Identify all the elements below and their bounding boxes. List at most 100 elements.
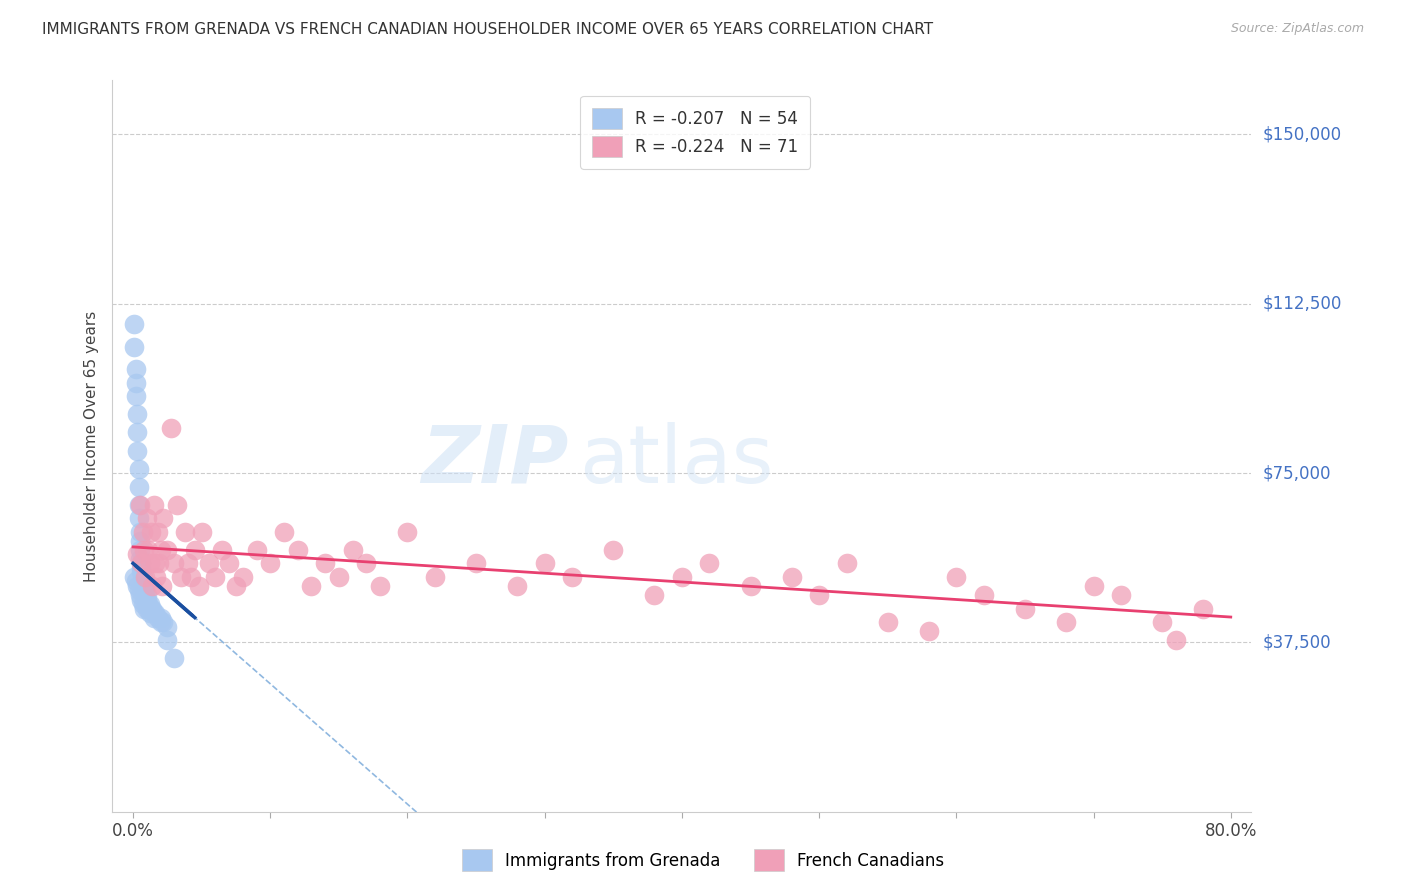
Point xyxy=(127,425,149,440)
Text: $150,000: $150,000 xyxy=(1263,126,1341,144)
Point xyxy=(177,557,200,571)
Point xyxy=(156,542,179,557)
Point xyxy=(134,570,156,584)
Point xyxy=(945,570,967,584)
Point xyxy=(835,557,858,571)
Point xyxy=(135,601,157,615)
Point xyxy=(259,557,281,571)
Legend: Immigrants from Grenada, French Canadians: Immigrants from Grenada, French Canadian… xyxy=(453,841,953,880)
Point xyxy=(129,588,152,602)
Point xyxy=(131,597,153,611)
Text: $75,000: $75,000 xyxy=(1263,464,1331,482)
Point xyxy=(149,615,172,629)
Point xyxy=(1083,579,1105,593)
Point xyxy=(132,542,155,557)
Point xyxy=(127,579,149,593)
Point xyxy=(156,619,179,633)
Point xyxy=(145,570,167,584)
Point xyxy=(129,552,152,566)
Point xyxy=(876,615,898,629)
Point xyxy=(139,601,162,615)
Point xyxy=(131,579,153,593)
Point xyxy=(139,524,162,539)
Point xyxy=(146,524,169,539)
Point xyxy=(138,597,160,611)
Point xyxy=(128,461,150,475)
Point xyxy=(197,557,219,571)
Point xyxy=(129,533,152,548)
Point xyxy=(808,588,831,602)
Point xyxy=(143,557,166,571)
Point xyxy=(180,570,202,584)
Text: IMMIGRANTS FROM GRENADA VS FRENCH CANADIAN HOUSEHOLDER INCOME OVER 65 YEARS CORR: IMMIGRANTS FROM GRENADA VS FRENCH CANADI… xyxy=(42,22,934,37)
Point xyxy=(166,498,188,512)
Point xyxy=(129,592,152,607)
Point xyxy=(129,566,152,580)
Point xyxy=(132,583,155,598)
Point xyxy=(533,557,555,571)
Text: $112,500: $112,500 xyxy=(1263,294,1341,313)
Point xyxy=(174,524,197,539)
Point xyxy=(125,574,148,589)
Point xyxy=(138,606,160,620)
Legend: R = -0.207   N = 54, R = -0.224   N = 71: R = -0.207 N = 54, R = -0.224 N = 71 xyxy=(581,96,810,169)
Point xyxy=(131,574,153,589)
Point xyxy=(1164,633,1187,648)
Point xyxy=(131,524,153,539)
Point xyxy=(328,570,350,584)
Point xyxy=(142,606,165,620)
Text: ZIP: ZIP xyxy=(420,422,568,500)
Point xyxy=(699,557,721,571)
Point xyxy=(1152,615,1174,629)
Point xyxy=(163,557,186,571)
Point xyxy=(148,557,170,571)
Point xyxy=(423,570,446,584)
Point xyxy=(740,579,762,593)
Point xyxy=(149,610,172,624)
Point xyxy=(356,557,378,571)
Text: atlas: atlas xyxy=(579,422,773,500)
Point xyxy=(314,557,336,571)
Point xyxy=(184,542,207,557)
Text: $37,500: $37,500 xyxy=(1263,633,1331,651)
Point xyxy=(127,408,149,422)
Point xyxy=(127,443,149,458)
Point xyxy=(134,583,156,598)
Point xyxy=(287,542,309,557)
Point xyxy=(150,579,173,593)
Point xyxy=(124,570,146,584)
Point xyxy=(128,583,150,598)
Point xyxy=(780,570,803,584)
Point xyxy=(342,542,364,557)
Point xyxy=(204,570,226,584)
Point xyxy=(160,421,183,435)
Point xyxy=(170,570,193,584)
Point xyxy=(138,601,160,615)
Point xyxy=(128,480,150,494)
Point xyxy=(1109,588,1132,602)
Point xyxy=(561,570,583,584)
Point xyxy=(135,592,157,607)
Point xyxy=(141,579,163,593)
Point xyxy=(368,579,391,593)
Point xyxy=(218,557,240,571)
Point xyxy=(149,542,172,557)
Point xyxy=(128,498,150,512)
Point xyxy=(129,561,152,575)
Point xyxy=(143,606,166,620)
Point xyxy=(142,610,165,624)
Point xyxy=(465,557,488,571)
Point xyxy=(671,570,693,584)
Point xyxy=(124,317,146,331)
Point xyxy=(190,524,212,539)
Point xyxy=(129,524,152,539)
Point xyxy=(125,376,148,390)
Point xyxy=(129,542,152,557)
Point xyxy=(152,615,174,629)
Point xyxy=(131,570,153,584)
Point xyxy=(918,624,941,639)
Point xyxy=(125,362,148,376)
Point xyxy=(245,542,267,557)
Point xyxy=(132,601,155,615)
Point xyxy=(134,588,156,602)
